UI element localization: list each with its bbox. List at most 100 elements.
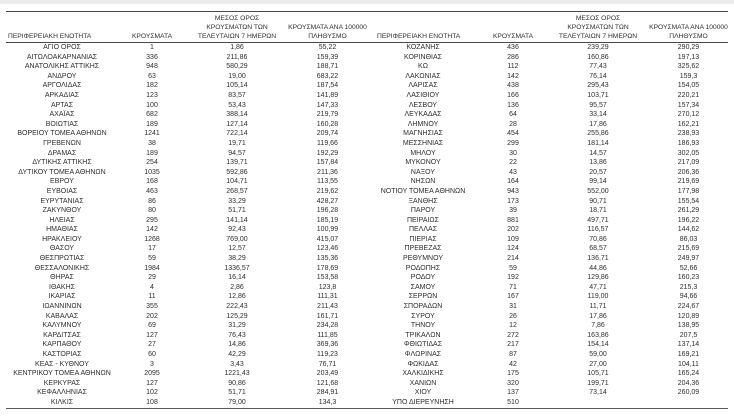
cases-cell: 3	[150, 360, 154, 368]
cases-cell: 166	[507, 91, 519, 99]
cases-cell: 192	[507, 274, 519, 282]
region-cell: ΚΩ	[418, 63, 428, 71]
per100k-cell: 209,74	[316, 130, 339, 138]
region-cell: ΚΑΡΔΙΤΣΑΣ	[43, 331, 81, 339]
per100k-cell: 219,79	[316, 111, 339, 119]
table-row: ΚΕΡΚΥΡΑΣ 127 90,86 121,68	[6, 379, 367, 389]
region-cell: ΜΑΓΝΗΣΙΑΣ	[403, 130, 443, 138]
per100k-cell: 123,8	[318, 283, 337, 291]
cases-cell: 86	[148, 197, 156, 205]
avg7-cell: 31,29	[228, 322, 246, 330]
per100k-cell: 188,71	[316, 63, 339, 71]
avg7-cell: 105,14	[226, 82, 248, 90]
region-cell: ΠΕΛΛΑΣ	[408, 226, 438, 234]
column-header-cases: ΚΡΟΥΣΜΑΤΑ	[479, 11, 547, 43]
region-cell: ΗΛΕΙΑΣ	[49, 216, 75, 224]
per100k-cell: 284,91	[316, 389, 339, 397]
region-cell: ΦΩΚΙΔΑΣ	[407, 360, 439, 368]
table-row: ΑΝΔΡΟΥ 63 19,00 683,22	[6, 72, 367, 82]
region-cell: ΛΗΜΝΟΥ	[407, 120, 439, 128]
cases-cell: 87	[509, 351, 517, 358]
cases-cell: 168	[146, 178, 158, 186]
per100k-cell: 234,28	[316, 322, 339, 330]
table-row: ΦΩΚΙΔΑΣ 42 27,00 104,11	[367, 360, 728, 370]
cases-cell: 108	[146, 398, 158, 406]
region-cell: ΝΟΤΙΟΥ ΤΟΜΕΑ ΑΘΗΝΩΝ	[380, 187, 466, 195]
cases-cell: 27	[148, 341, 156, 349]
avg7-cell: 33,14	[589, 111, 607, 119]
per100k-cell: 187,54	[316, 82, 339, 90]
avg7-cell: 95,57	[589, 101, 607, 109]
cases-cell: 355	[146, 303, 158, 311]
table-row: ΛΗΜΝΟΥ 28 17,86 162,21	[367, 120, 728, 130]
region-cell: ΑΓΙΟ ΟΡΟΣ	[43, 44, 81, 51]
cases-cell: 43	[509, 168, 517, 176]
per100k-cell: 134,3	[318, 398, 337, 406]
per100k-cell: 178,69	[316, 264, 339, 272]
per100k-cell: 169,21	[677, 351, 700, 358]
per100k-cell: 185,19	[316, 216, 339, 224]
per100k-cell: 165,24	[677, 370, 700, 378]
per100k-cell: 415,07	[316, 235, 339, 243]
per100k-cell: 157,34	[677, 101, 700, 109]
cases-cell: 17	[148, 245, 156, 253]
per100k-cell: 154,05	[677, 82, 700, 90]
avg7-cell: 105,71	[587, 370, 609, 378]
avg7-cell: 33,29	[228, 197, 246, 205]
table-row: ΣΠΟΡΑΔΩΝ 31 11,71 224,67	[367, 302, 728, 312]
region-cell: ΜΥΚΟΝΟΥ	[405, 159, 441, 167]
cases-cell: 217	[507, 341, 519, 349]
table-row: ΚΑΡΠΑΘΟΥ 27 14,86 369,36	[6, 340, 367, 350]
avg7-cell: 51,71	[228, 389, 246, 397]
table-row: ΒΟΙΩΤΙΑΣ 189 127,14 160,28	[6, 120, 367, 130]
table-row: ΡΕΘΥΜΝΟΥ 214 136,71 249,97	[367, 254, 728, 264]
table-row: ΚΑΛΥΜΝΟΥ 69 31,29 234,28	[6, 321, 367, 331]
cases-cell: 682	[146, 111, 158, 119]
avg7-cell: 129,86	[587, 274, 609, 282]
cases-cell: 69	[148, 322, 156, 330]
table-row: ΜΥΚΟΝΟΥ 22 13,86 217,09	[367, 158, 728, 168]
cases-cell: 202	[507, 226, 519, 234]
table-row: ΑΧΑΪΑΣ 682 388,14 219,79	[6, 110, 367, 120]
per100k-cell: 153,58	[316, 274, 339, 282]
avg7-cell: 268,57	[226, 187, 248, 195]
column-header-avg-7day: ΜΕΣΟΣ ΟΡΟΣ ΚΡΟΥΣΜΑΤΩΝ ΤΩΝ ΤΕΛΕΥΤΑΙΩΝ 7 Η…	[547, 11, 649, 43]
table-row: ΧΙΟΥ 137 73,14 260,09	[367, 388, 728, 398]
cases-cell: 123	[146, 91, 158, 99]
cases-cell: 202	[146, 312, 158, 320]
per100k-cell: 207,5	[679, 331, 698, 339]
avg7-cell: 42,29	[228, 351, 246, 358]
table-body: ΚΟΖΑΝΗΣ 436 239,29 290,29 ΚΟΡΙΝΘΙΑΣ 286 160,86…	[367, 43, 728, 409]
per100k-cell: 111,31	[317, 293, 338, 301]
table-row: ΚΕΦΑΛΛΗΝΙΑΣ 102 51,71 284,91	[6, 388, 367, 398]
avg7-cell: 3,43	[230, 360, 244, 368]
avg7-cell: 76,43	[228, 331, 246, 339]
per100k-cell: 111,85	[317, 331, 338, 339]
avg7-cell: 19,71	[228, 139, 246, 147]
per100k-cell: 290,29	[677, 44, 700, 51]
per100k-cell: 215,3	[679, 283, 698, 291]
table-row: ΛΑΚΩΝΙΑΣ 142 76,14 159,3	[367, 72, 728, 82]
region-cell: ΣΥΡΟΥ	[411, 312, 435, 320]
region-cell: ΕΒΡΟΥ	[50, 178, 74, 186]
per100k-cell: 157,84	[316, 159, 339, 167]
per100k-cell: 160,28	[316, 120, 339, 128]
avg7-cell: 116,57	[587, 226, 609, 234]
table-row: ΡΟΔΟΠΗΣ 59 44,86 52,66	[367, 264, 728, 274]
avg7-cell: 19,00	[228, 72, 246, 80]
table-row: ΗΜΑΘΙΑΣ 142 92,43 100,99	[6, 225, 367, 235]
region-cell: ΑΡΚΑΔΙΑΣ	[44, 91, 80, 99]
table-row: ΚΙΛΚΙΣ 108 79,00 134,3	[6, 398, 367, 408]
per100k-cell: 52,66	[679, 264, 698, 272]
region-cell: ΛΕΣΒΟΥ	[408, 101, 438, 109]
cases-table-right: ΠΕΡΙΦΕΡΕΙΑΚΗ ΕΝΟΤΗΤΑ ΚΡΟΥΣΜΑΤΑ ΜΕΣΟΣ ΟΡΟ…	[367, 11, 728, 409]
per100k-cell: 224,67	[677, 303, 700, 311]
table-row: ΛΕΣΒΟΥ 136 95,57 157,34	[367, 101, 728, 111]
avg7-cell: 388,14	[226, 111, 248, 119]
header-row: ΠΕΡΙΦΕΡΕΙΑΚΗ ΕΝΟΤΗΤΑ ΚΡΟΥΣΜΑΤΑ ΜΕΣΟΣ ΟΡΟ…	[367, 11, 728, 43]
avg7-cell: 11,71	[589, 303, 607, 311]
avg7-cell: 552,00	[587, 187, 609, 195]
per100k-cell: 211,43	[317, 303, 338, 311]
avg7-cell: 580,29	[226, 63, 248, 71]
per100k-cell: 137,14	[677, 341, 700, 349]
